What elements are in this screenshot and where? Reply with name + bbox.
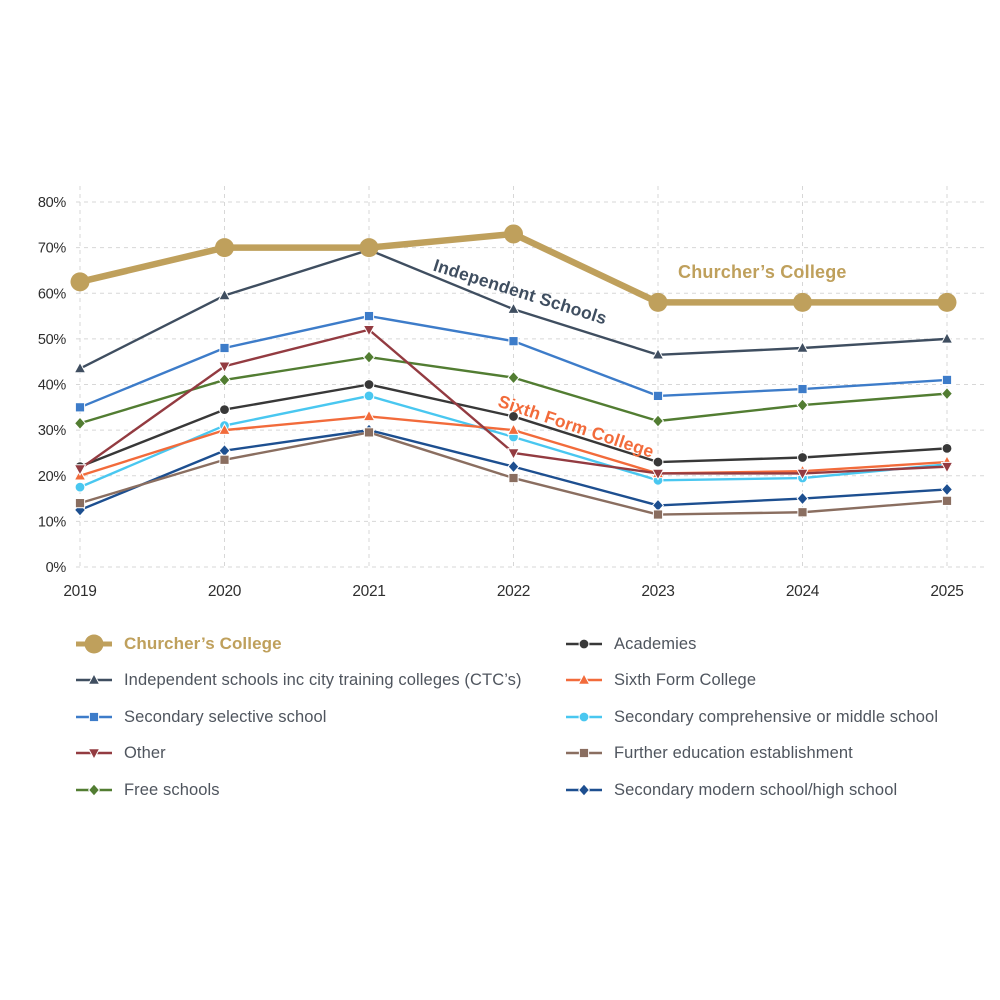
legend-item-free-schools[interactable]: Free schools xyxy=(75,777,220,803)
legend-item-secondary-comprehensive-or-middle-school[interactable]: Secondary comprehensive or middle school xyxy=(565,704,938,730)
y-tick-label: 0% xyxy=(46,560,67,576)
y-tick-label: 80% xyxy=(38,195,67,211)
circle-marker-icon xyxy=(566,638,602,650)
series-free-schools xyxy=(73,350,954,431)
legend-label: Secondary comprehensive or middle school xyxy=(614,707,939,726)
y-tick-label: 40% xyxy=(38,378,67,394)
triangle-down-marker-icon xyxy=(76,748,112,761)
legend-label: Other xyxy=(124,743,166,762)
square-marker-icon xyxy=(76,711,112,723)
legend-item-other[interactable]: Other xyxy=(75,740,166,766)
x-tick-label: 2024 xyxy=(786,583,820,600)
square-marker-icon xyxy=(566,747,602,759)
legend-label: Free schools xyxy=(124,780,220,799)
legend-label: Secondary modern school/high school xyxy=(614,780,898,799)
chart-canvas: 0%10%20%30%40%50%60%70%80%2019 2020 2021 20… xyxy=(38,186,985,600)
x-tick-label: 2019 xyxy=(63,583,96,600)
x-tick-label: 2021 xyxy=(352,583,385,600)
x-tick-label: 2022 xyxy=(497,583,530,600)
legend-item-academies[interactable]: Academies xyxy=(565,631,697,657)
legend-label: Churcher’s College xyxy=(124,634,282,653)
y-tick-label: 20% xyxy=(38,469,67,485)
legend-item-sixth-form-college[interactable]: Sixth Form College xyxy=(565,667,756,693)
y-tick-label: 60% xyxy=(38,286,67,302)
annotation-churchers-college: Churcher’s College xyxy=(678,262,847,282)
triangle-up-marker-icon xyxy=(76,672,112,685)
legend-item-secondary-modern-school-high-school[interactable]: Secondary modern school/high school xyxy=(565,777,897,803)
legend-label: Further education establishment xyxy=(614,743,853,762)
series-other xyxy=(73,325,954,481)
y-tick-label: 30% xyxy=(38,423,67,439)
y-axis-tick-labels: 0% 10% 20% 30% 40% 50% 60% 70% 80% xyxy=(38,195,67,576)
chart-legend: Churcher’s College Independent schools in… xyxy=(0,620,1000,840)
series-secondary-modern-school-high-school xyxy=(73,423,954,517)
legend-label: Sixth Form College xyxy=(614,670,757,689)
x-tick-label: 2023 xyxy=(641,583,674,600)
diamond-marker-icon xyxy=(566,783,602,797)
diamond-marker-icon xyxy=(76,783,112,797)
series-academies xyxy=(74,379,953,473)
y-tick-label: 50% xyxy=(38,332,67,348)
series-churcher-s-college xyxy=(70,224,957,312)
legend-label: Secondary selective school xyxy=(124,707,327,726)
line-chart: 0% 10% 20% 30% 40% 50% 60% 70% 80% 2019 2020 2021 20… xyxy=(38,186,985,600)
x-tick-label: 2025 xyxy=(930,583,963,600)
y-tick-label: 70% xyxy=(38,241,67,257)
series-further-education-establishment xyxy=(74,427,953,520)
circle-marker-icon xyxy=(76,634,112,654)
series-secondary-selective-school xyxy=(74,310,953,413)
triangle-up-marker-icon xyxy=(566,672,602,685)
x-tick-label: 2020 xyxy=(208,583,242,600)
legend-item-independent-schools-inc-city-training-colleges-ctc-s[interactable]: Independent schools inc city training co… xyxy=(75,667,522,693)
legend-label: Independent schools inc city training co… xyxy=(124,670,522,689)
legend-item-secondary-selective-school[interactable]: Secondary selective school xyxy=(75,704,327,730)
legend-item-further-education-establishment[interactable]: Further education establishment xyxy=(565,740,853,766)
circle-marker-icon xyxy=(566,711,602,723)
legend-item-churcher-s-college[interactable]: Churcher’s College xyxy=(75,631,282,657)
x-axis-tick-labels: 2019 2020 2021 2022 2023 2024 2025 xyxy=(63,583,964,600)
y-tick-label: 10% xyxy=(38,514,67,530)
legend-label: Academies xyxy=(614,634,697,653)
